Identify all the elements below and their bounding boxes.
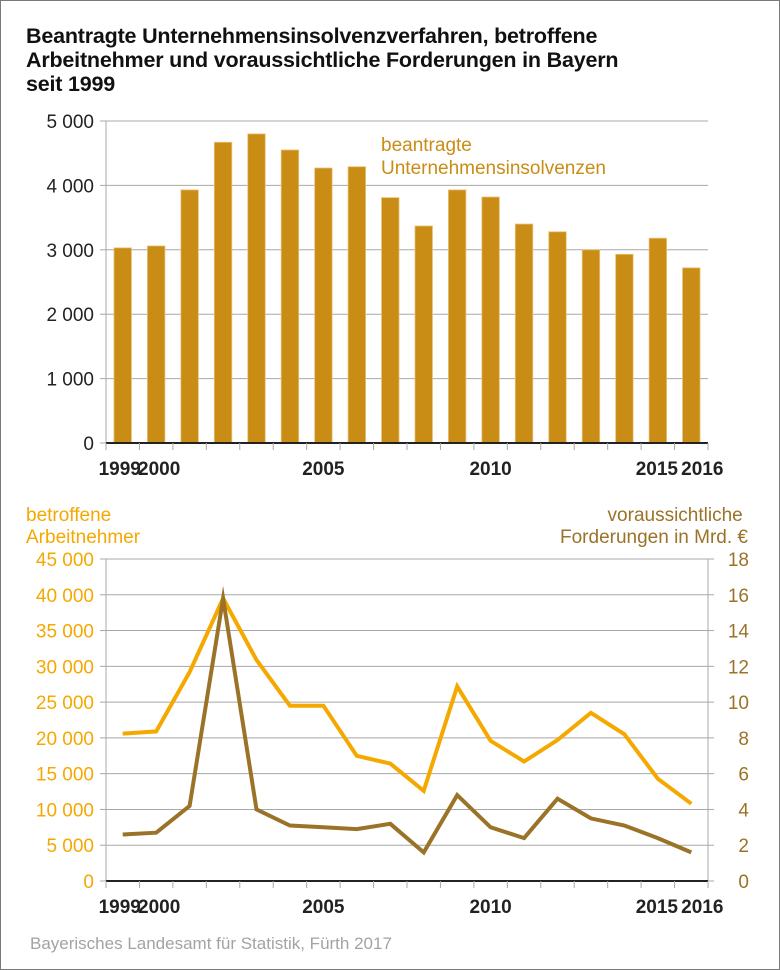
right-axis-title: voraussichtliche Forderungen in Mrd. € [560,505,748,548]
x-tick-label-2005: 2005 [302,897,345,918]
claims-line-points [122,598,692,853]
bar-2005 [314,167,333,444]
bar-2012 [548,231,567,444]
x-tick-label-2010: 2010 [469,897,511,918]
bar-series-label: beantragte Unternehmensinsolvenzen [381,135,606,179]
right-y-tick-label: 16 [728,586,749,607]
title-line: Beantragte Unternehmensinsolvenzverfahre… [26,24,598,48]
bar-y-tick-label: 0 [83,434,94,455]
left-y-tick-label: 5 000 [46,836,94,857]
left-y-tick-label: 10 000 [36,800,94,821]
bar-2014 [615,253,634,444]
x-tick-label-2016: 2016 [681,897,723,918]
bar-2015 [648,237,667,444]
bar-y-tick-label: 1 000 [46,370,94,391]
bar-2006 [347,166,366,444]
x-tick-label-1999: 1999 [99,459,141,480]
title-line: seit 1999 [26,72,116,96]
bar-2009 [448,189,467,444]
claims-line [122,585,693,856]
bar-2000 [147,245,166,444]
title-line: Arbeitnehmer und voraussichtliche Forder… [26,48,619,72]
bar-chart-bars [113,133,701,444]
right-y-tick-label: 10 [728,693,749,714]
line-chart-gridlines [106,558,708,846]
left-axis-title: betroffene Arbeitnehmer [26,505,141,548]
x-tick-label-2010: 2010 [469,459,511,480]
bar-y-tick-label: 2 000 [46,305,94,326]
line-chart-left-axis: 0 5 000 10 000 15 000 20 000 25 000 30 000 35 0… [36,550,107,893]
employees-line [122,593,693,806]
employees-line-points [122,598,692,804]
left-y-tick-label: 0 [83,872,94,893]
line-chart-employees-claims: betroffene Arbeitnehmer voraussichtliche… [26,505,749,918]
bar-2011 [514,223,534,444]
bar-2016 [682,267,701,444]
bar-y-tick-label: 3 000 [46,241,94,262]
x-tick-label-2000: 2000 [138,897,180,918]
right-y-tick-label: 14 [728,622,750,643]
left-axis-title-line: betroffene [26,505,111,526]
line-chart-series [122,585,693,856]
left-y-tick-label: 30 000 [36,657,94,678]
right-y-tick-label: 0 [738,872,749,893]
right-y-tick-label: 4 [738,800,749,821]
bar-series-label-line: beantragte [381,135,472,156]
x-tick-label-1999: 1999 [99,897,141,918]
left-y-tick-label: 40 000 [36,586,94,607]
left-y-tick-label: 15 000 [36,765,94,786]
x-tick-label-2016: 2016 [681,459,723,480]
line-chart-right-axis: 0 2 4 6 8 10 12 14 16 18 [707,550,750,893]
bar-2002 [213,141,233,444]
left-axis-title-line: Arbeitnehmer [26,527,141,548]
bar-y-tick-label: 4 000 [46,176,94,197]
right-y-tick-label: 2 [738,836,749,857]
right-axis-title-line: Forderungen in Mrd. € [560,527,748,548]
right-y-tick-label: 12 [728,657,749,678]
x-tick-label-2005: 2005 [302,459,345,480]
right-axis-title-line: voraussichtliche [608,505,743,526]
x-tick-label-2015: 2015 [636,459,679,480]
bar-series-label-line: Unternehmensinsolvenzen [381,158,606,179]
bar-2010 [481,196,500,444]
bar-2003 [247,133,266,444]
bar-chart-gridlines [106,120,708,380]
x-tick-label-2000: 2000 [138,459,180,480]
x-tick-label-2015: 2015 [636,897,679,918]
bar-2001 [180,189,199,444]
chart-title: Beantragte Unternehmensinsolvenzverfahre… [26,24,746,96]
bar-2004 [280,149,300,444]
bar-y-tick-label: 5 000 [46,112,94,133]
right-y-tick-label: 6 [738,765,749,786]
right-y-tick-label: 18 [728,550,749,571]
left-y-tick-label: 25 000 [36,693,94,714]
right-y-tick-label: 8 [738,729,749,750]
source-note: Bayerisches Landesamt für Statistik, Für… [30,934,392,953]
bar-1999 [113,247,132,444]
left-y-tick-label: 45 000 [36,550,94,571]
bar-chart-y-axis: 0 1 000 2 000 3 000 4 000 5 000 [46,112,107,455]
bar-2008 [414,225,433,444]
bar-2007 [381,197,400,444]
left-y-tick-label: 35 000 [36,622,94,643]
left-y-tick-label: 20 000 [36,729,94,750]
bar-2013 [581,249,601,444]
